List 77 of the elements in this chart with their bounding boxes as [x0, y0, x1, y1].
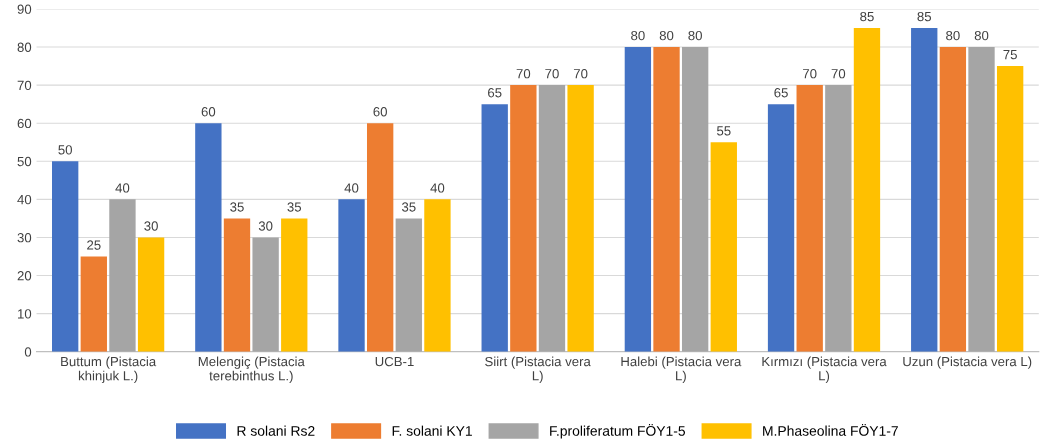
bar — [424, 199, 451, 352]
y-tick-label: 60 — [17, 118, 32, 129]
data-label: 50 — [58, 145, 72, 155]
y-tick-label: 70 — [17, 80, 32, 91]
data-label: 40 — [430, 183, 445, 193]
legend-label: F.proliferatum FÖY1-5 — [550, 424, 686, 439]
data-label: 70 — [573, 69, 588, 79]
bar — [911, 28, 938, 352]
data-label: 70 — [516, 69, 531, 79]
data-label: 55 — [716, 126, 731, 136]
bar — [223, 218, 251, 352]
data-label: 70 — [803, 69, 817, 79]
bar — [825, 85, 852, 352]
bar — [252, 237, 279, 352]
data-label: 25 — [87, 240, 101, 250]
y-tick-label: 80 — [17, 42, 32, 52]
data-label: 70 — [545, 69, 559, 79]
bar — [681, 47, 709, 352]
data-label: 85 — [917, 11, 932, 22]
legend-label: R solani Rs2 — [237, 425, 315, 436]
bar — [796, 85, 823, 352]
x-tick-label: Siirt (Pistacia vera L) — [485, 356, 591, 384]
bar — [80, 256, 107, 352]
bar — [395, 218, 422, 352]
x-tick-label: Uzun (Pistacia vera L) — [903, 356, 1032, 369]
bar — [968, 47, 995, 352]
data-label: 30 — [258, 221, 273, 231]
bar — [939, 47, 967, 352]
data-label: 80 — [946, 30, 960, 41]
y-tick-label: 90 — [17, 4, 32, 14]
bar — [52, 161, 79, 352]
y-tick-label: 30 — [17, 233, 32, 243]
bar — [624, 47, 652, 352]
data-label: 65 — [774, 88, 788, 98]
x-tick-label: Melengiç (Pistacia terebinthus L.) — [198, 356, 305, 384]
bar — [853, 28, 881, 352]
data-label: 60 — [373, 107, 387, 117]
data-label: 35 — [401, 202, 416, 212]
bar — [366, 123, 394, 352]
y-tick-label: 40 — [17, 194, 32, 205]
data-label: 85 — [860, 11, 874, 22]
x-tick-label: Halebi (Pistacia vera L) — [621, 356, 742, 384]
x-tick-label: UCB-1 — [375, 356, 414, 367]
y-tick-label: 10 — [18, 309, 32, 319]
bar — [567, 85, 594, 352]
y-tick-label: 0 — [24, 347, 32, 357]
bar — [996, 66, 1024, 352]
legend-label: M.Phaseolina FÖY1-7 — [763, 424, 898, 436]
data-label: 80 — [631, 30, 645, 41]
data-label: 80 — [659, 30, 674, 41]
data-label: 70 — [831, 69, 846, 79]
bar — [109, 199, 136, 352]
data-label: 35 — [287, 202, 302, 212]
x-tick-label: Kırmızı (Pistacia vera L) — [762, 356, 887, 384]
data-label: 60 — [201, 107, 216, 117]
data-label: 80 — [688, 30, 702, 41]
data-label: 35 — [230, 202, 244, 212]
bar — [653, 47, 680, 352]
y-tick-label: 50 — [17, 156, 32, 167]
bar — [538, 85, 566, 352]
bar — [281, 218, 308, 352]
bar — [710, 142, 737, 352]
data-label: 30 — [144, 221, 158, 231]
data-label: 40 — [344, 183, 359, 193]
data-label: 65 — [488, 88, 502, 98]
data-label: 75 — [1003, 50, 1017, 60]
bar — [338, 199, 365, 352]
bar — [510, 85, 537, 352]
data-label: 80 — [974, 30, 989, 41]
data-label: 40 — [115, 183, 130, 193]
legend-label: F. solani KY1 — [392, 425, 472, 436]
x-tick-label: Buttum (Pistacia khinjuk L.) — [61, 356, 157, 384]
bar — [767, 104, 795, 352]
bar — [195, 123, 222, 352]
bar — [137, 237, 165, 352]
bar — [481, 104, 508, 352]
y-tick-label: 20 — [17, 271, 32, 281]
